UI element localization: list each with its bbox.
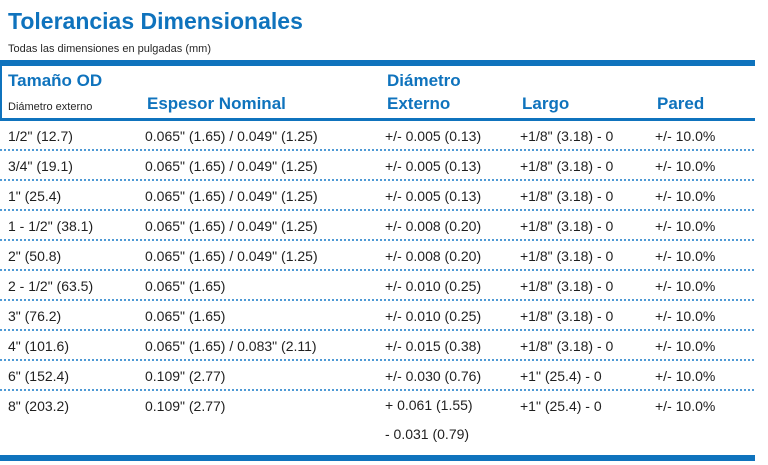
cell-pared: +/- 10.0% [655, 308, 716, 324]
cell-size: 2" (50.8) [8, 248, 62, 264]
cell-pared: +/- 10.0% [655, 248, 716, 264]
cell-diametro: +/- 0.010 (0.25) [385, 278, 482, 294]
table-bottom-rule [0, 455, 755, 461]
cell-espesor: 0.065" (1.65) / 0.049" (1.25) [145, 188, 318, 204]
cell-largo: +1/8" (3.18) - 0 [520, 188, 614, 204]
column-header-diametro-line2: Externo [387, 94, 451, 113]
cell-diametro: +/- 0.030 (0.76) [385, 368, 482, 384]
cell-diametro: + 0.061 (1.55) - 0.031 (0.79) [377, 391, 512, 449]
page-subtitle: Todas las dimensiones en pulgadas (mm) [8, 43, 211, 55]
cell-diametro: +/- 0.005 (0.13) [385, 128, 482, 144]
table-row: 8" (203.2) 0.109" (2.77) + 0.061 (1.55) … [0, 391, 755, 453]
cell-diametro-minus: - 0.031 (0.79) [385, 426, 470, 442]
cell-pared: +/- 10.0% [655, 128, 716, 144]
cell-size: 1 - 1/2" (38.1) [8, 218, 94, 234]
table-row: 6" (152.4) 0.109" (2.77) +/- 0.030 (0.76… [0, 361, 755, 391]
cell-diametro-plus: + 0.061 (1.55) [385, 397, 473, 413]
cell-size: 3/4" (19.1) [8, 158, 73, 174]
cell-espesor: 0.065" (1.65) / 0.049" (1.25) [145, 158, 318, 174]
cell-pared: +/- 10.0% [655, 278, 716, 294]
cell-diametro: +/- 0.005 (0.13) [385, 188, 482, 204]
cell-pared: +/- 10.0% [655, 398, 716, 414]
cell-espesor: 0.065" (1.65) / 0.049" (1.25) [145, 128, 318, 144]
cell-size: 3" (76.2) [8, 308, 62, 324]
cell-diametro: +/- 0.008 (0.20) [385, 218, 482, 234]
cell-size: 6" (152.4) [8, 368, 70, 384]
table-row: 2 - 1/2" (63.5) 0.065" (1.65) +/- 0.010 … [0, 271, 755, 301]
table-body: 1/2" (12.7) 0.065" (1.65) / 0.049" (1.25… [0, 121, 755, 453]
column-header-pared-label: Pared [657, 94, 705, 113]
table-row: 1" (25.4) 0.065" (1.65) / 0.049" (1.25) … [0, 181, 755, 211]
cell-largo: +1/8" (3.18) - 0 [520, 218, 614, 234]
cell-pared: +/- 10.0% [655, 338, 716, 354]
cell-diametro: +/- 0.010 (0.25) [385, 308, 482, 324]
table-row: 1 - 1/2" (38.1) 0.065" (1.65) / 0.049" (… [0, 211, 755, 241]
cell-diametro: +/- 0.005 (0.13) [385, 158, 482, 174]
cell-espesor: 0.109" (2.77) [145, 398, 226, 414]
table-header-row: Tamaño OD Diámetro externo Espesor Nomin… [0, 66, 755, 118]
table-row: 4" (101.6) 0.065" (1.65) / 0.083" (2.11)… [0, 331, 755, 361]
cell-pared: +/- 10.0% [655, 188, 716, 204]
cell-size: 2 - 1/2" (63.5) [8, 278, 94, 294]
cell-largo: +1" (25.4) - 0 [520, 398, 602, 414]
column-header-size-subtitle: Diámetro externo [8, 101, 93, 113]
table-header-bottom-rule [0, 118, 755, 121]
cell-size: 1/2" (12.7) [8, 128, 73, 144]
cell-size: 1" (25.4) [8, 188, 62, 204]
column-header-largo-label: Largo [522, 94, 570, 113]
cell-largo: +1/8" (3.18) - 0 [520, 338, 614, 354]
table-row: 1/2" (12.7) 0.065" (1.65) / 0.049" (1.25… [0, 121, 755, 151]
table-row: 3" (76.2) 0.065" (1.65) +/- 0.010 (0.25)… [0, 301, 755, 331]
cell-espesor: 0.065" (1.65) [145, 308, 226, 324]
cell-largo: +1/8" (3.18) - 0 [520, 248, 614, 264]
cell-largo: +1/8" (3.18) - 0 [520, 308, 614, 324]
cell-largo: +1" (25.4) - 0 [520, 368, 602, 384]
table-row: 3/4" (19.1) 0.065" (1.65) / 0.049" (1.25… [0, 151, 755, 181]
cell-espesor: 0.065" (1.65) / 0.049" (1.25) [145, 248, 318, 264]
cell-espesor: 0.109" (2.77) [145, 368, 226, 384]
cell-pared: +/- 10.0% [655, 368, 716, 384]
column-header-largo: Largo [514, 66, 649, 118]
cell-espesor: 0.065" (1.65) / 0.049" (1.25) [145, 218, 318, 234]
table-top-rule [0, 60, 755, 66]
cell-diametro: +/- 0.015 (0.38) [385, 338, 482, 354]
cell-largo: +1/8" (3.18) - 0 [520, 158, 614, 174]
column-header-size-title: Tamaño OD [8, 71, 103, 90]
column-header-diametro-line1: Diámetro [387, 71, 461, 90]
cell-pared: +/- 10.0% [655, 158, 716, 174]
cell-size: 8" (203.2) [8, 398, 70, 414]
column-header-pared: Pared [649, 66, 755, 118]
cell-espesor: 0.065" (1.65) / 0.083" (2.11) [145, 338, 317, 354]
column-header-diametro-externo: Diámetro Externo [379, 66, 514, 118]
table-row: 2" (50.8) 0.065" (1.65) / 0.049" (1.25) … [0, 241, 755, 271]
page-title: Tolerancias Dimensionales [8, 8, 303, 34]
column-header-espesor: Espesor Nominal [139, 66, 379, 118]
cell-size: 4" (101.6) [8, 338, 70, 354]
cell-diametro: +/- 0.008 (0.20) [385, 248, 482, 264]
cell-espesor: 0.065" (1.65) [145, 278, 226, 294]
column-header-espesor-label: Espesor Nominal [147, 94, 286, 113]
column-header-size: Tamaño OD Diámetro externo [2, 66, 139, 118]
cell-largo: +1/8" (3.18) - 0 [520, 128, 614, 144]
cell-largo: +1/8" (3.18) - 0 [520, 278, 614, 294]
cell-pared: +/- 10.0% [655, 218, 716, 234]
